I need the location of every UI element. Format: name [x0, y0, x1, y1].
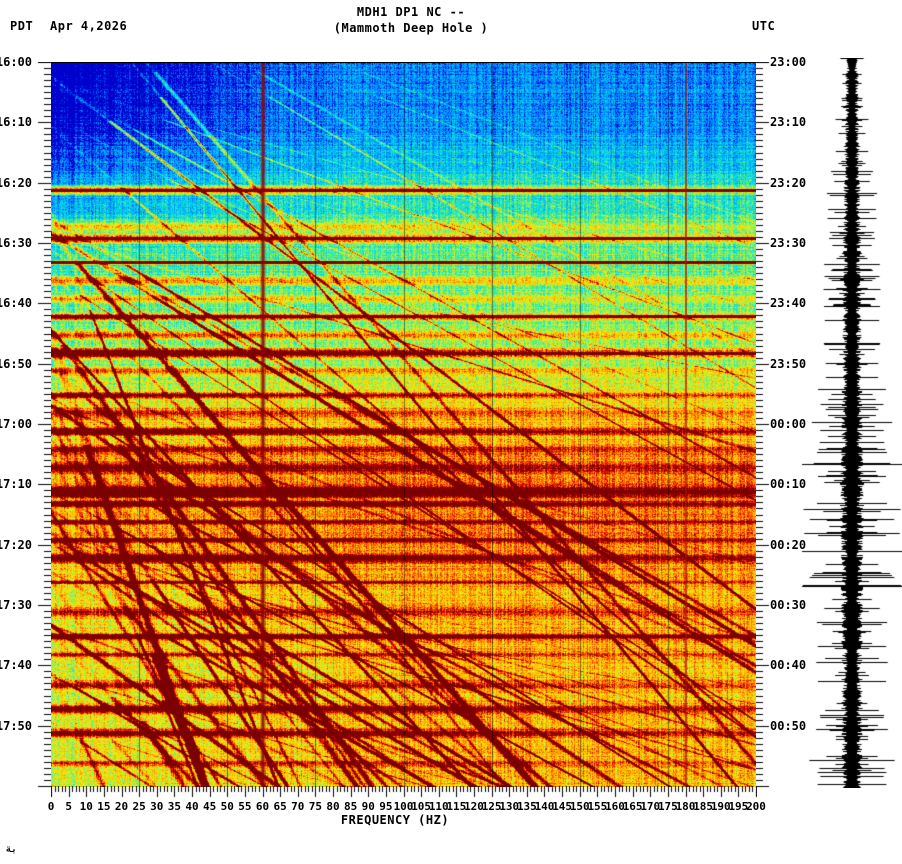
- station-code: MDH1 DP1 NC --: [356, 5, 466, 19]
- frequency-tick: 55: [238, 800, 252, 813]
- frequency-tick: 5: [65, 800, 72, 813]
- frequency-tick: 50: [220, 800, 234, 813]
- right-time-tick: 00:30: [770, 598, 807, 612]
- frequency-tick: 180: [675, 800, 696, 813]
- frequency-tick: 85: [344, 800, 358, 813]
- header-timezone-left: PDT: [10, 19, 34, 33]
- frequency-tick: 125: [481, 800, 502, 813]
- frequency-tick: 80: [326, 800, 340, 813]
- frequency-tick: 155: [587, 800, 608, 813]
- frequency-tick: 20: [114, 800, 129, 813]
- header-timezone-right: UTC: [752, 19, 776, 33]
- frequency-tick: 10: [79, 800, 93, 813]
- frequency-tick: 100: [393, 800, 414, 813]
- frequency-tick: 145: [552, 800, 573, 813]
- right-time-tick: 00:00: [770, 417, 807, 431]
- frequency-tick: 40: [185, 800, 199, 813]
- frequency-tick: 70: [291, 800, 305, 813]
- frequency-axis-title: FREQUENCY (HZ): [340, 813, 450, 827]
- frequency-tick: 25: [132, 800, 146, 813]
- right-time-axis: [756, 62, 776, 788]
- frequency-tick: 45: [203, 800, 217, 813]
- frequency-tick: 30: [150, 800, 164, 813]
- spectrogram-image: [51, 63, 756, 787]
- frequency-tick: 35: [167, 800, 181, 813]
- frequency-tick: 75: [308, 800, 322, 813]
- right-time-tick: 23:30: [770, 236, 807, 250]
- seismogram-trace: [800, 58, 902, 788]
- header-date: Apr 4,2026: [50, 19, 128, 33]
- frequency-tick: 140: [534, 800, 555, 813]
- right-time-tick: 23:20: [770, 175, 807, 190]
- spectrogram-plot[interactable]: [51, 62, 756, 787]
- left-time-axis: [31, 62, 51, 788]
- corner-mark: بة: [6, 845, 17, 855]
- frequency-tick: 0: [47, 800, 55, 813]
- frequency-tick: 190: [710, 800, 731, 813]
- frequency-tick: 90: [361, 800, 375, 813]
- frequency-tick: 150: [569, 800, 590, 813]
- frequency-tick: 115: [446, 800, 467, 813]
- right-time-tick: 00:20: [770, 537, 807, 552]
- right-time-tick: 23:50: [770, 356, 807, 371]
- right-time-tick: 23:40: [770, 296, 807, 311]
- left-time-tick: 16:30: [0, 236, 32, 250]
- right-time-tick: 00:10: [770, 477, 807, 492]
- frequency-tick: 65: [273, 800, 287, 813]
- frequency-tick: 185: [693, 800, 714, 813]
- frequency-tick: 195: [728, 800, 749, 813]
- right-time-tick: 00:40: [770, 658, 807, 673]
- left-time-tick: 16:00: [0, 55, 32, 69]
- frequency-tick: 135: [516, 800, 537, 813]
- left-time-tick: 17:20: [0, 537, 32, 552]
- right-time-tick: 00:50: [770, 718, 807, 733]
- left-time-tick: 17:10: [0, 477, 32, 492]
- frequency-tick: 105: [411, 800, 432, 813]
- frequency-tick: 95: [379, 800, 393, 813]
- left-time-tick: 16:10: [0, 115, 32, 130]
- left-time-tick: 17:30: [0, 598, 32, 612]
- left-time-tick: 17:40: [0, 658, 32, 673]
- frequency-tick: 170: [640, 800, 661, 813]
- frequency-tick: 160: [605, 800, 625, 813]
- seismogram-panel: [800, 58, 902, 788]
- header-title-block: MDH1 DP1 NC -- (Mammoth Deep Hole ): [0, 5, 902, 35]
- right-time-tick: 23:00: [770, 55, 807, 69]
- left-time-tick: 17:50: [0, 718, 32, 733]
- right-time-tick: 23:10: [770, 115, 807, 130]
- frequency-tick: 15: [97, 800, 111, 813]
- frequency-tick: 130: [499, 800, 520, 813]
- frequency-tick: 110: [428, 800, 449, 813]
- left-time-tick: 16:50: [0, 356, 32, 371]
- left-time-tick: 16:20: [0, 175, 32, 190]
- frequency-tick: 60: [255, 800, 270, 813]
- frequency-tick: 165: [622, 800, 643, 813]
- left-time-tick: 16:40: [0, 296, 32, 311]
- station-name: (Mammoth Deep Hole ): [333, 21, 489, 35]
- frequency-tick: 120: [464, 800, 484, 813]
- frequency-tick: 200: [746, 800, 766, 813]
- frequency-axis-ticks: [51, 786, 757, 800]
- frequency-tick: 175: [657, 800, 678, 813]
- left-time-tick: 17:00: [0, 417, 32, 431]
